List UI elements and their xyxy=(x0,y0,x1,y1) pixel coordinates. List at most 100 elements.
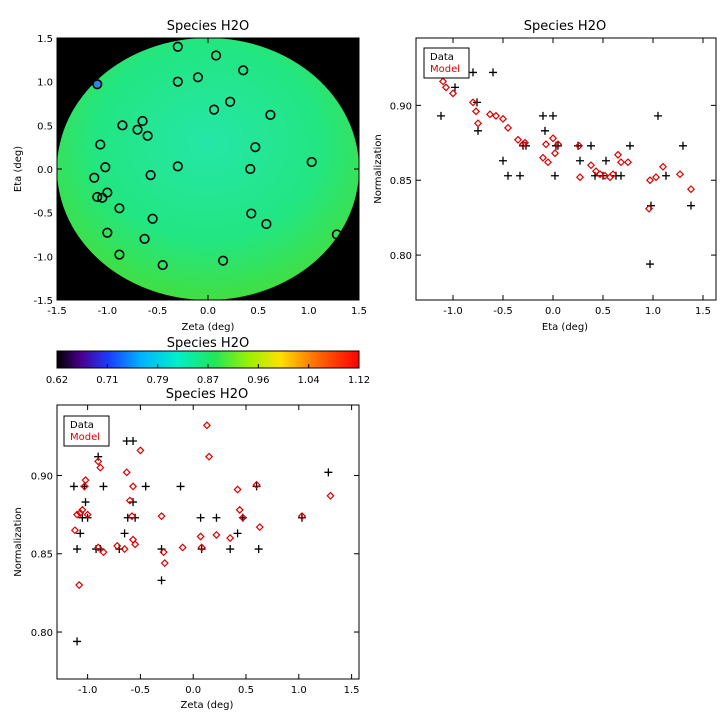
eta-model-point xyxy=(471,107,481,116)
eta-model-point xyxy=(623,158,633,167)
eta-model-point xyxy=(644,204,654,213)
zeta-model-point xyxy=(113,541,122,550)
zeta-model-point xyxy=(212,530,221,540)
zeta-model-point xyxy=(252,480,261,489)
zeta-model-point xyxy=(160,559,169,568)
map-point xyxy=(172,41,183,52)
eta-model-point xyxy=(586,161,596,170)
eta-data-point xyxy=(554,141,562,150)
zeta-data-point xyxy=(197,545,206,554)
zeta-model-point xyxy=(196,532,205,541)
zeta-data-point xyxy=(233,529,242,538)
map-y-tick-label: -1.0 xyxy=(33,252,53,263)
zeta-x-tick-label: 0.5 xyxy=(238,685,254,696)
map-point xyxy=(261,218,272,230)
colorbar-ticks: 0.62 0.71 0.79 0.87 0.96 1.04 1.12 xyxy=(46,364,370,386)
colorbar-tick-label: 1.04 xyxy=(298,375,320,386)
zeta-data-point xyxy=(120,529,129,538)
eta-model-point xyxy=(438,77,448,86)
eta-data-point xyxy=(626,141,634,150)
eta-model-point xyxy=(503,123,513,132)
map-y-tick-label: -0.5 xyxy=(33,209,53,220)
zeta-model-point xyxy=(157,512,166,521)
map-point xyxy=(210,50,222,61)
map-y-tick-label: 0.0 xyxy=(37,165,53,176)
map-y-tick-label: 1.0 xyxy=(37,78,53,89)
map-x-tick-label: -0.5 xyxy=(148,306,168,317)
map-point xyxy=(172,76,183,87)
eta-model-point xyxy=(538,153,548,162)
eta-model-point xyxy=(550,149,560,158)
map-point xyxy=(92,191,103,203)
zeta-data-point xyxy=(254,545,263,554)
zeta-legend-data: Data xyxy=(70,420,94,431)
zeta-model-point xyxy=(75,581,84,590)
eta-x-tick-label: 0.0 xyxy=(545,306,561,317)
zeta-x-tick-label: -0.5 xyxy=(131,685,151,696)
map-point xyxy=(246,208,257,219)
eta-model-point xyxy=(553,140,563,149)
zeta-data-point xyxy=(99,482,108,491)
map-x-tick-label: 1.0 xyxy=(301,306,317,317)
eta-data-point xyxy=(679,141,687,150)
zeta-data-point xyxy=(81,498,90,507)
zeta-x-label: Zeta (deg) xyxy=(181,700,234,711)
zeta-data-point xyxy=(324,468,333,477)
zeta-model-point xyxy=(178,543,187,552)
map-x-tick-label: 1.5 xyxy=(351,306,367,317)
eta-frame xyxy=(415,37,717,301)
eta-data-point xyxy=(602,156,610,165)
zeta-x-tick-label: 1.0 xyxy=(291,685,307,696)
map-point xyxy=(147,213,158,224)
zeta-model-point xyxy=(94,543,103,552)
zeta-model-point xyxy=(238,513,247,522)
map-point xyxy=(114,249,125,260)
eta-legend: Data Model xyxy=(423,47,470,79)
eta-model-point xyxy=(468,98,478,107)
map-points xyxy=(89,41,342,271)
eta-x-tick-label: 1.5 xyxy=(695,306,711,317)
map-y-tick-label: -1.5 xyxy=(33,296,53,307)
eta-legend-model: Model xyxy=(430,64,460,75)
eta-model-point xyxy=(675,170,685,179)
zeta-model-point xyxy=(127,512,137,521)
zeta-model-point xyxy=(159,548,168,557)
zeta-legend: Data Model xyxy=(63,415,110,447)
map-point xyxy=(157,259,168,271)
map-point xyxy=(250,142,261,153)
zeta-model-point xyxy=(73,510,82,519)
zeta-y-label: Normalization xyxy=(13,507,24,577)
eta-model-point xyxy=(613,150,623,159)
eta-panel: Species H2O -1.0 -0.5 0.0 0.5 1.0 1.5 0.80 0.85… xyxy=(373,19,717,333)
eta-data-point xyxy=(504,171,512,180)
eta-data-point xyxy=(469,68,477,77)
eta-legend-box xyxy=(423,47,470,79)
map-point xyxy=(218,255,229,266)
zeta-model-point xyxy=(125,496,134,505)
eta-ticks: -1.0 -0.5 0.0 0.5 1.0 1.5 0.80 0.85 0.90 xyxy=(390,38,716,317)
colorbar-tick-label: 0.79 xyxy=(147,375,169,386)
eta-model-point xyxy=(548,134,558,143)
zeta-model-point xyxy=(70,526,79,535)
eta-data-point xyxy=(687,201,695,210)
zeta-model-point xyxy=(94,457,103,466)
map-point xyxy=(238,65,249,76)
eta-model-point xyxy=(658,162,668,171)
zeta-model-point xyxy=(205,452,214,461)
eta-model-point xyxy=(645,176,655,185)
zeta-data-point xyxy=(226,545,235,554)
eta-data-point xyxy=(451,83,459,92)
zeta-x-tick-label: -1.0 xyxy=(78,685,98,696)
colorbar-tick-label: 0.62 xyxy=(46,375,68,386)
zeta-model-point xyxy=(297,512,307,521)
map-point xyxy=(95,139,106,150)
eta-data-point xyxy=(474,126,482,135)
eta-model-point xyxy=(513,135,523,144)
zeta-frame xyxy=(56,404,360,680)
zeta-x-tick-label: 1.5 xyxy=(344,685,360,696)
map-title: Species H2O xyxy=(167,19,249,34)
zeta-data-point xyxy=(94,452,103,461)
eta-data-point xyxy=(599,171,607,180)
map-point xyxy=(89,172,100,183)
